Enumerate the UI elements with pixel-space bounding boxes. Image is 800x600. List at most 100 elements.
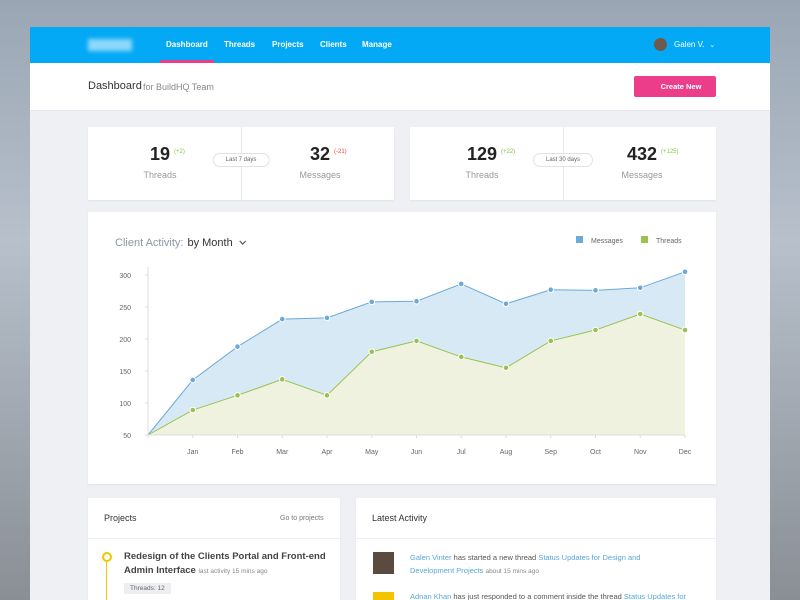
point	[502, 300, 510, 308]
activity-user[interactable]: Adnan Khan	[410, 592, 452, 600]
stat-value: 432	[626, 144, 658, 164]
y-tick-label: 100	[119, 401, 131, 408]
x-tick-label: Jul	[457, 449, 466, 456]
projects-title: Projects	[104, 513, 137, 523]
point	[681, 326, 689, 334]
x-tick-label: Dec	[679, 449, 692, 456]
point	[278, 315, 286, 323]
y-tick-label: 150	[119, 369, 131, 376]
activity-time: about 15 mins ago	[485, 568, 539, 575]
activity-item: Adnan Khan has just responded to a comme…	[410, 590, 710, 600]
x-tick-label: Nov	[634, 449, 647, 456]
stat-value: 19	[149, 144, 171, 164]
caret: ⌄	[709, 40, 716, 49]
point	[234, 343, 241, 350]
period-pill: Last 30 days	[532, 153, 594, 167]
project-item[interactable]: Redesign of the Clients Portal and Front…	[124, 550, 329, 579]
chart-card: Client Activity: by Month 50 100 150 200 250 30…	[88, 212, 716, 484]
stat-label: Threads	[465, 170, 499, 180]
stat-value: 32	[309, 144, 331, 164]
stat-card: Last 30 days 129 (+22) Threads 432 (+125) Mess…	[410, 127, 716, 200]
header-subtitle: for BuildHQ Team	[143, 82, 214, 92]
dropdown-caret	[239, 240, 247, 245]
x-tick-label: Feb	[231, 449, 243, 456]
x-tick-label: Aug	[500, 449, 513, 456]
activity-target[interactable]: Status Updates for Design and Developmen…	[410, 553, 641, 575]
logo	[88, 39, 132, 51]
threads-label: Threads:	[130, 585, 156, 592]
area	[148, 314, 685, 435]
legend-label: Threads	[656, 238, 682, 245]
point	[636, 284, 644, 292]
nav-item[interactable]: Clients	[320, 40, 347, 49]
threads-count: 12	[157, 585, 165, 592]
point	[189, 406, 197, 414]
point	[457, 353, 465, 361]
period-pill: Last 7 days	[212, 153, 270, 167]
stat-label: Messages	[621, 170, 663, 180]
threads-badge: Threads: 12	[124, 583, 171, 594]
point	[413, 337, 420, 345]
y-tick-label: 50	[123, 433, 131, 440]
point	[278, 376, 286, 383]
legend-label: Messages	[591, 238, 623, 245]
activity-title: Latest Activity	[372, 513, 428, 523]
user-name[interactable]: Galen V.	[674, 40, 705, 49]
divider	[88, 538, 340, 539]
project-meta: last activity 15 mins ago	[198, 568, 268, 575]
button-label: Create New	[660, 82, 702, 91]
projects-card: Projects Go to projects Redesign of the …	[88, 498, 340, 600]
stat-card: Last 7 days 19 (+2) Threads 32 (-21) Messages	[88, 127, 394, 200]
chart-selector: by Month	[187, 237, 232, 249]
y-tick-label: 200	[119, 337, 131, 344]
legend-swatch	[576, 236, 583, 243]
activity-target[interactable]: Status Updates for	[623, 592, 687, 600]
header: Dashboard for BuildHQ Team Create New	[30, 63, 770, 111]
point	[636, 310, 644, 318]
project-title: Redesign of the Clients Portal and Front…	[124, 551, 326, 576]
projects-link[interactable]: Go to projects	[280, 515, 324, 522]
activity-action: has just responded to a comment inside t…	[453, 592, 622, 600]
create-button[interactable]: Create New	[634, 76, 716, 97]
avatar	[373, 592, 394, 600]
point	[592, 326, 599, 334]
nav-item[interactable]: Manage	[362, 40, 392, 49]
divider	[356, 538, 716, 539]
timeline-dot	[102, 552, 112, 562]
x-tick-label: Sep	[545, 449, 558, 456]
x-tick-label: Jan	[187, 449, 198, 456]
point	[681, 268, 689, 276]
point	[592, 287, 599, 294]
stat-change: (+2)	[174, 149, 185, 155]
stat-value: 129	[466, 144, 498, 164]
activity-card: Latest Activity Galen Vinter has started…	[356, 498, 716, 600]
app: Dashboard Threads Projects Clients Manage Ga…	[30, 27, 770, 600]
nav-item[interactable]: Projects	[272, 40, 304, 49]
chart: Client Activity: by Month 50 100 150 200 250 30…	[115, 236, 692, 456]
y-tick-label: 300	[119, 273, 131, 280]
activity-action: has started a new thread	[453, 553, 537, 562]
point	[189, 376, 197, 384]
avatar	[654, 38, 667, 51]
chart-title: Client Activity:	[115, 237, 183, 249]
x-tick-label: Oct	[590, 449, 601, 456]
stat-label: Messages	[299, 170, 341, 180]
point	[502, 364, 510, 372]
point	[547, 337, 555, 345]
point	[323, 314, 331, 322]
nav-item[interactable]: Threads	[224, 40, 256, 49]
point	[547, 286, 555, 294]
nav-item[interactable]: Dashboard	[166, 40, 208, 49]
y-tick-label: 250	[119, 305, 131, 312]
x-tick-label: Mar	[276, 449, 289, 456]
activity-item: Galen Vinter has started a new thread St…	[410, 551, 670, 578]
point	[368, 298, 376, 306]
header-title: Dashboard	[88, 80, 142, 92]
point	[457, 280, 465, 288]
timeline-line	[106, 562, 107, 600]
point	[368, 348, 376, 356]
activity-user[interactable]: Galen Vinter	[410, 553, 452, 562]
point	[234, 392, 241, 399]
avatar	[373, 552, 394, 574]
